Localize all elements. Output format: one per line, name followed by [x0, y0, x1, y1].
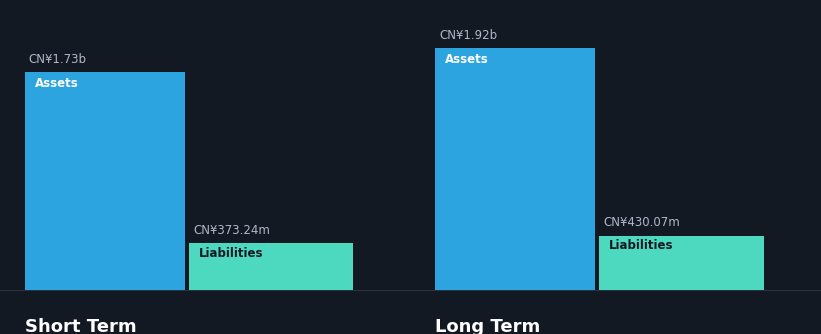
- Bar: [25, 72, 185, 290]
- Text: CN¥430.07m: CN¥430.07m: [603, 216, 680, 229]
- Text: Liabilities: Liabilities: [199, 246, 264, 260]
- Text: Assets: Assets: [34, 77, 78, 90]
- Bar: [435, 48, 595, 290]
- Text: CN¥1.73b: CN¥1.73b: [29, 52, 87, 65]
- Text: CN¥1.92b: CN¥1.92b: [439, 29, 498, 42]
- Text: Assets: Assets: [445, 53, 488, 66]
- Bar: [599, 236, 764, 290]
- Text: Long Term: Long Term: [435, 318, 540, 334]
- Text: CN¥373.24m: CN¥373.24m: [193, 223, 270, 236]
- Text: Liabilities: Liabilities: [609, 239, 674, 253]
- Bar: [189, 243, 353, 290]
- Text: Short Term: Short Term: [25, 318, 136, 334]
